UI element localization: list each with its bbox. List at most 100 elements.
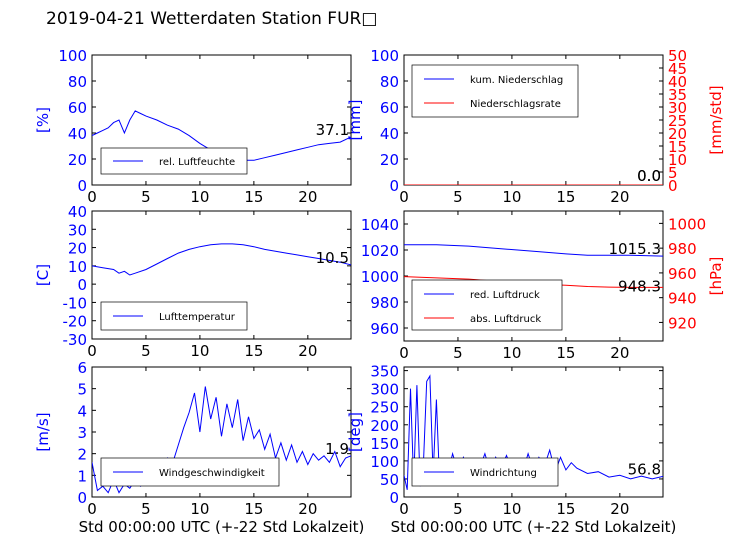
x-tick-label: 0 [399, 188, 409, 206]
y-tick-label: 0 [389, 489, 399, 507]
x-tick-label: 10 [190, 188, 209, 206]
x-tick-label: 10 [502, 344, 521, 362]
y-tick-label: 100 [58, 47, 87, 65]
y-tick-label: 0 [389, 177, 399, 195]
last-value-label: 56.8 [628, 460, 661, 478]
y-tick-label: 20 [68, 151, 87, 169]
y-tick-label: 60 [68, 99, 87, 117]
y-tick-label: 0 [77, 177, 87, 195]
y-right-axis-label: [hPa] [707, 257, 725, 296]
x-tick-label: 0 [399, 500, 409, 518]
x-tick-label: 15 [244, 500, 263, 518]
y-tick-label: 100 [370, 47, 399, 65]
y-tick-label: -10 [63, 294, 88, 312]
x-tick-label: 0 [87, 188, 97, 206]
legend: Windgeschwindigkeit [100, 457, 280, 487]
y-tick-label: 200 [370, 417, 399, 435]
y-tick-label: 980 [370, 294, 399, 312]
last-value-label: 10.5 [316, 249, 349, 267]
y-axis-label: [mm] [346, 100, 364, 141]
y-axis-label: [C] [34, 264, 52, 286]
y-right-tick-label: 30 [668, 99, 687, 117]
legend-box [411, 64, 579, 118]
x-tick-label: 15 [556, 344, 575, 362]
legend-label: Windrichtung [470, 468, 537, 479]
legend-label: Niederschlagsrate [470, 99, 561, 110]
legend-label: red. Luftdruck [470, 290, 540, 301]
y-tick-label: 1000 [361, 268, 399, 286]
x-tick-label: 20 [298, 342, 317, 360]
y-tick-label: 20 [68, 240, 87, 258]
legend: red. Luftdruck abs. Luftdruck [411, 279, 563, 331]
last-value-label: 0.0 [637, 167, 661, 185]
x-tick-label: 20 [298, 500, 317, 518]
x-tick-label: 5 [141, 500, 151, 518]
x-tick-label: 10 [190, 342, 209, 360]
x-tick-label: 5 [453, 500, 463, 518]
y-tick-label: 300 [370, 381, 399, 399]
y-tick-label: 5 [77, 381, 87, 399]
y-right-tick-label: 25 [668, 112, 687, 130]
x-tick-label: 0 [87, 342, 97, 360]
y-tick-label: 4 [77, 402, 87, 420]
y-right-tick-label: 10 [668, 151, 687, 169]
x-tick-label: 0 [399, 344, 409, 362]
legend-label: rel. Luftfeuchte [159, 157, 235, 168]
last-value-label: 1015.3 [609, 240, 662, 258]
legend: Lufttemperatur [100, 301, 248, 331]
y-tick-label: 350 [370, 363, 399, 381]
y-tick-label: 40 [380, 125, 399, 143]
y-right-tick-label: 20 [668, 125, 687, 143]
x-tick-label: 10 [502, 188, 521, 206]
y-right-tick-label: 5 [668, 164, 678, 182]
x-axis-label: Std 00:00:00 UTC (+-22 Std Lokalzeit) [79, 518, 365, 536]
legend: rel. Luftfeuchte [100, 147, 248, 175]
y-tick-label: 40 [68, 125, 87, 143]
x-tick-label: 5 [453, 344, 463, 362]
y-right-tick-label: 940 [668, 290, 697, 308]
last-value-label: 37.1 [316, 121, 349, 139]
legend-label: abs. Luftdruck [470, 314, 541, 325]
x-tick-label: 15 [244, 188, 263, 206]
y-tick-label: 30 [68, 221, 87, 239]
y-tick-label: 1020 [361, 242, 399, 260]
legend-box [411, 279, 563, 331]
y-tick-label: -30 [63, 331, 88, 349]
x-tick-label: 15 [556, 188, 575, 206]
x-axis-label: Std 00:00:00 UTC (+-22 Std Lokalzeit) [391, 518, 677, 536]
y-right-tick-label: 40 [668, 73, 687, 91]
legend: Windrichtung [411, 457, 559, 487]
y-tick-label: 6 [77, 359, 87, 377]
y-right-tick-label: 960 [668, 265, 697, 283]
x-tick-label: 10 [502, 500, 521, 518]
x-tick-label: 5 [453, 188, 463, 206]
y-tick-label: 0 [77, 489, 87, 507]
y-right-tick-label: 0 [668, 177, 678, 195]
y-right-axis-label: [mm/std] [707, 85, 725, 154]
y-right-tick-label: 50 [668, 47, 687, 65]
legend-label: kum. Niederschlag [470, 75, 563, 86]
y-tick-label: 1 [77, 467, 87, 485]
x-tick-label: 5 [141, 342, 151, 360]
x-tick-label: 20 [610, 500, 629, 518]
x-tick-label: 20 [610, 188, 629, 206]
x-tick-label: 20 [298, 188, 317, 206]
y-tick-label: 0 [77, 276, 87, 294]
x-tick-label: 0 [87, 500, 97, 518]
y-tick-label: 80 [68, 73, 87, 91]
x-tick-label: 10 [190, 500, 209, 518]
legend: kum. Niederschlag Niederschlagsrate [411, 64, 579, 118]
legend-label: Windgeschwindigkeit [159, 468, 265, 479]
panel-temperature: 0 5 10 15 20-30-20-10010203040[C]Lufttempera… [34, 203, 352, 360]
panel-precipitation: 0 5 10 15 2002040608010005101520253035404550… [346, 47, 725, 206]
y-right-tick-label: 15 [668, 138, 687, 156]
y-tick-label: 20 [380, 151, 399, 169]
x-tick-label: 15 [556, 500, 575, 518]
series-line [92, 110, 351, 161]
page-title: 2019-04-21 Wetterdaten Station FUR□ [46, 9, 378, 29]
y-tick-label: 10 [68, 258, 87, 276]
y-axis-label: [%] [34, 107, 52, 133]
